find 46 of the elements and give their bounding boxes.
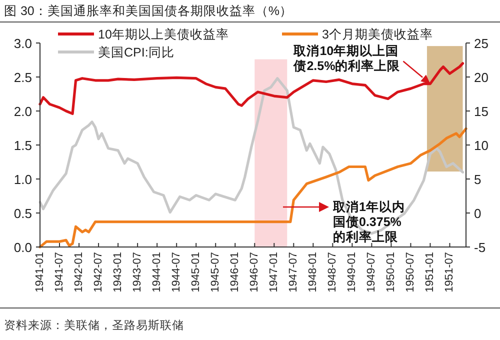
legend: 3个月期美债收益率 [282, 28, 433, 42]
x-tick-label: 1950-07 [404, 252, 417, 292]
x-tick-label: 1945-01 [190, 252, 202, 292]
x-tick-label: 1951-01 [424, 252, 436, 292]
y-tick-label: 2.5 [14, 70, 32, 85]
legend-label: 3个月期美债收益率 [322, 26, 433, 42]
y-tick-label: 2.0 [14, 104, 32, 119]
x-tick-label: 1948-01 [307, 252, 320, 292]
text: 资料来源：美联储，圣路易斯联储 [4, 318, 184, 332]
x-tick-label: 1950-01 [385, 252, 398, 292]
x-tick-label: 1947-01 [268, 252, 280, 292]
x-tick-label: 1942-07 [92, 252, 105, 292]
y-tick-label: 0.0 [14, 240, 32, 255]
x-tick-label: 1949-07 [366, 252, 378, 292]
y2-tick-label: 25 [474, 36, 488, 51]
x-tick-label: 1946-07 [248, 252, 261, 292]
y2-tick-label: 20 [474, 70, 488, 85]
x-tick-label: 1943-01 [112, 252, 124, 292]
legend: 10年期以上美债收益率 [58, 28, 229, 42]
y-tick-label: 0.5 [14, 206, 32, 221]
y2-tick-label: 5 [474, 172, 482, 187]
x-tick-label: 1944-01 [151, 252, 164, 292]
y2-tick-label: 10 [474, 138, 488, 153]
y2-tick-label: 15 [474, 104, 488, 119]
x-tick-label: 1948-07 [326, 252, 339, 292]
x-tick-label: 1941-07 [54, 252, 66, 292]
x-tick-label: 1942-01 [73, 252, 86, 292]
legend-label: 美国CPI:同比 [98, 44, 174, 60]
legend-label: 10年期以上美债收益率 [98, 26, 229, 42]
x-tick-label: 1945-07 [210, 252, 222, 292]
chart-title: 图 30：美国通胀率和美国国债各期限收益率（%） [4, 3, 292, 18]
y2-tick-label: -5 [474, 240, 486, 255]
annotation: 取消10年期以上国债2.5%的利率上限 [292, 44, 402, 73]
annotation: 取消1年以内国债0.375%的利率上限 [332, 200, 405, 244]
x-tick-label: 1946-01 [229, 252, 242, 292]
x-tick-label: 1943-07 [132, 252, 144, 292]
x-tick-label: 1941-01 [34, 252, 46, 292]
y-tick-label: 1.0 [14, 172, 32, 187]
y2-tick-label: 0 [474, 206, 482, 221]
y-tick-label: 3.0 [14, 36, 32, 51]
x-tick-label: 1947-07 [288, 252, 300, 292]
x-tick-label: 1944-07 [170, 252, 183, 292]
y-tick-label: 1.5 [14, 138, 32, 153]
x-tick-label: 1949-01 [346, 252, 358, 292]
legend: 美国CPI:同比 [58, 46, 174, 60]
x-tick-label: 1951-07 [444, 252, 456, 292]
